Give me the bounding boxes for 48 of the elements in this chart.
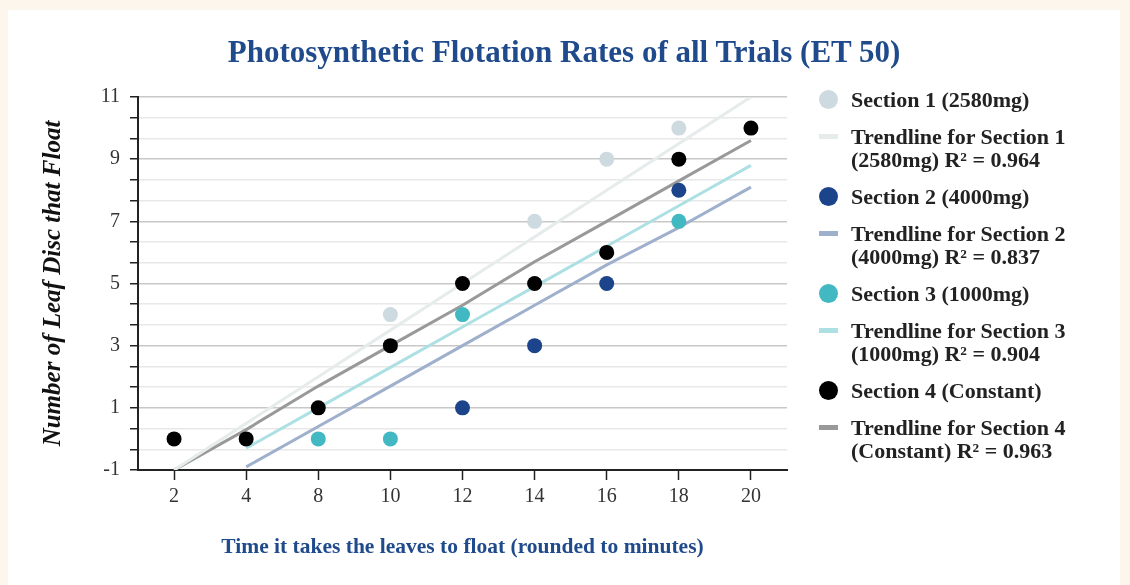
- y-tick-label: 3: [110, 332, 120, 355]
- point: [382, 431, 398, 447]
- x-tick-label: 4: [241, 484, 252, 507]
- point: [166, 431, 182, 447]
- point: [671, 213, 687, 229]
- point: [527, 276, 543, 291]
- legend-label: Trendline for Section 2 (4000mg) R² = 0.837: [851, 221, 1067, 269]
- chart-title: Photosynthetic Flotation Rates of all Trials (ET 50): [226, 33, 902, 70]
- point: [599, 244, 615, 260]
- x-tick-label: 18: [668, 484, 689, 507]
- legend-label: Trendline for Section 3 (1000mg) R² = 0.904: [851, 318, 1067, 366]
- point: [310, 400, 326, 416]
- legend-label: Trendline for Section 1 (2580mg) R² = 0.964: [851, 124, 1067, 172]
- x-tick-label: 12: [452, 484, 473, 507]
- point: [527, 213, 543, 229]
- point: [671, 182, 687, 198]
- y-axis-title: Number of Leaf Disc that Float: [38, 119, 66, 448]
- point: [599, 151, 615, 167]
- legend-label: Trendline for Section 4 (Constant) R² = 0.963: [851, 415, 1067, 463]
- point: [382, 338, 398, 354]
- point: [238, 431, 254, 447]
- point: [310, 431, 326, 447]
- x-tick-label: 2: [169, 484, 180, 507]
- x-tick-label: 20: [740, 484, 761, 507]
- y-tick-label: -1: [103, 457, 120, 480]
- point: [455, 400, 470, 416]
- y-tick-label: 11: [100, 84, 120, 107]
- y-tick-label: 7: [110, 208, 120, 231]
- point: [382, 307, 398, 323]
- legend-label: Section 4 (Constant): [851, 378, 1043, 403]
- x-tick-label: 16: [596, 484, 617, 507]
- y-tick-label: 9: [110, 146, 120, 169]
- point: [599, 276, 615, 291]
- legend-label: Section 2 (4000mg): [851, 184, 1031, 209]
- point: [455, 307, 470, 323]
- x-tick-label: 10: [380, 484, 401, 507]
- point: [743, 120, 759, 136]
- y-tick-label: 5: [110, 270, 120, 293]
- x-tick-label: 14: [524, 484, 545, 507]
- x-tick-label: 8: [313, 484, 324, 507]
- legend-label: Section 1 (2580mg): [851, 87, 1031, 112]
- y-tick-label: 1: [110, 395, 120, 418]
- point: [671, 120, 687, 136]
- point: [671, 151, 687, 167]
- point: [527, 338, 543, 354]
- point: [455, 276, 470, 291]
- x-axis-title: Time it takes the leaves to float (rounded to minutes): [221, 533, 704, 558]
- legend-label: Section 3 (1000mg): [851, 281, 1031, 306]
